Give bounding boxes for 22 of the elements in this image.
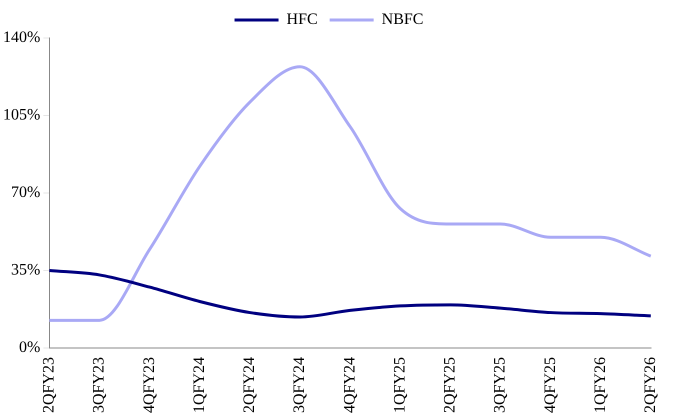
legend-label: HFC (286, 11, 318, 28)
x-tick-label: 2QFY25 (442, 356, 459, 414)
line-series (48, 268, 652, 318)
x-tick-label: 4QFY23 (140, 356, 158, 414)
legend-label: NBFC (382, 11, 424, 28)
x-tick-label: 3QFY25 (492, 356, 509, 414)
x-tick-label: 4QFY24 (341, 356, 358, 414)
x-tick-label: 2QFY26 (642, 356, 660, 414)
y-tick-label: 140% (3, 29, 40, 46)
y-tick-label: 35% (11, 262, 40, 279)
x-tick-label: 1QFY26 (592, 356, 609, 414)
line-series (48, 65, 652, 322)
x-tick-label: 2QFY23 (40, 356, 58, 414)
x-tick-label: 2QFY24 (241, 356, 258, 414)
x-tick-label: 1QFY25 (391, 356, 408, 414)
y-tick-label: 70% (11, 184, 40, 202)
y-tick-label: 0% (19, 339, 40, 356)
y-tick-label: 105% (3, 106, 40, 124)
x-tick-label: 3QFY23 (90, 356, 108, 414)
x-tick-label: 3QFY24 (291, 356, 308, 414)
x-tick-label: 1QFY24 (190, 356, 208, 414)
x-tick-label: 4QFY25 (542, 356, 559, 414)
